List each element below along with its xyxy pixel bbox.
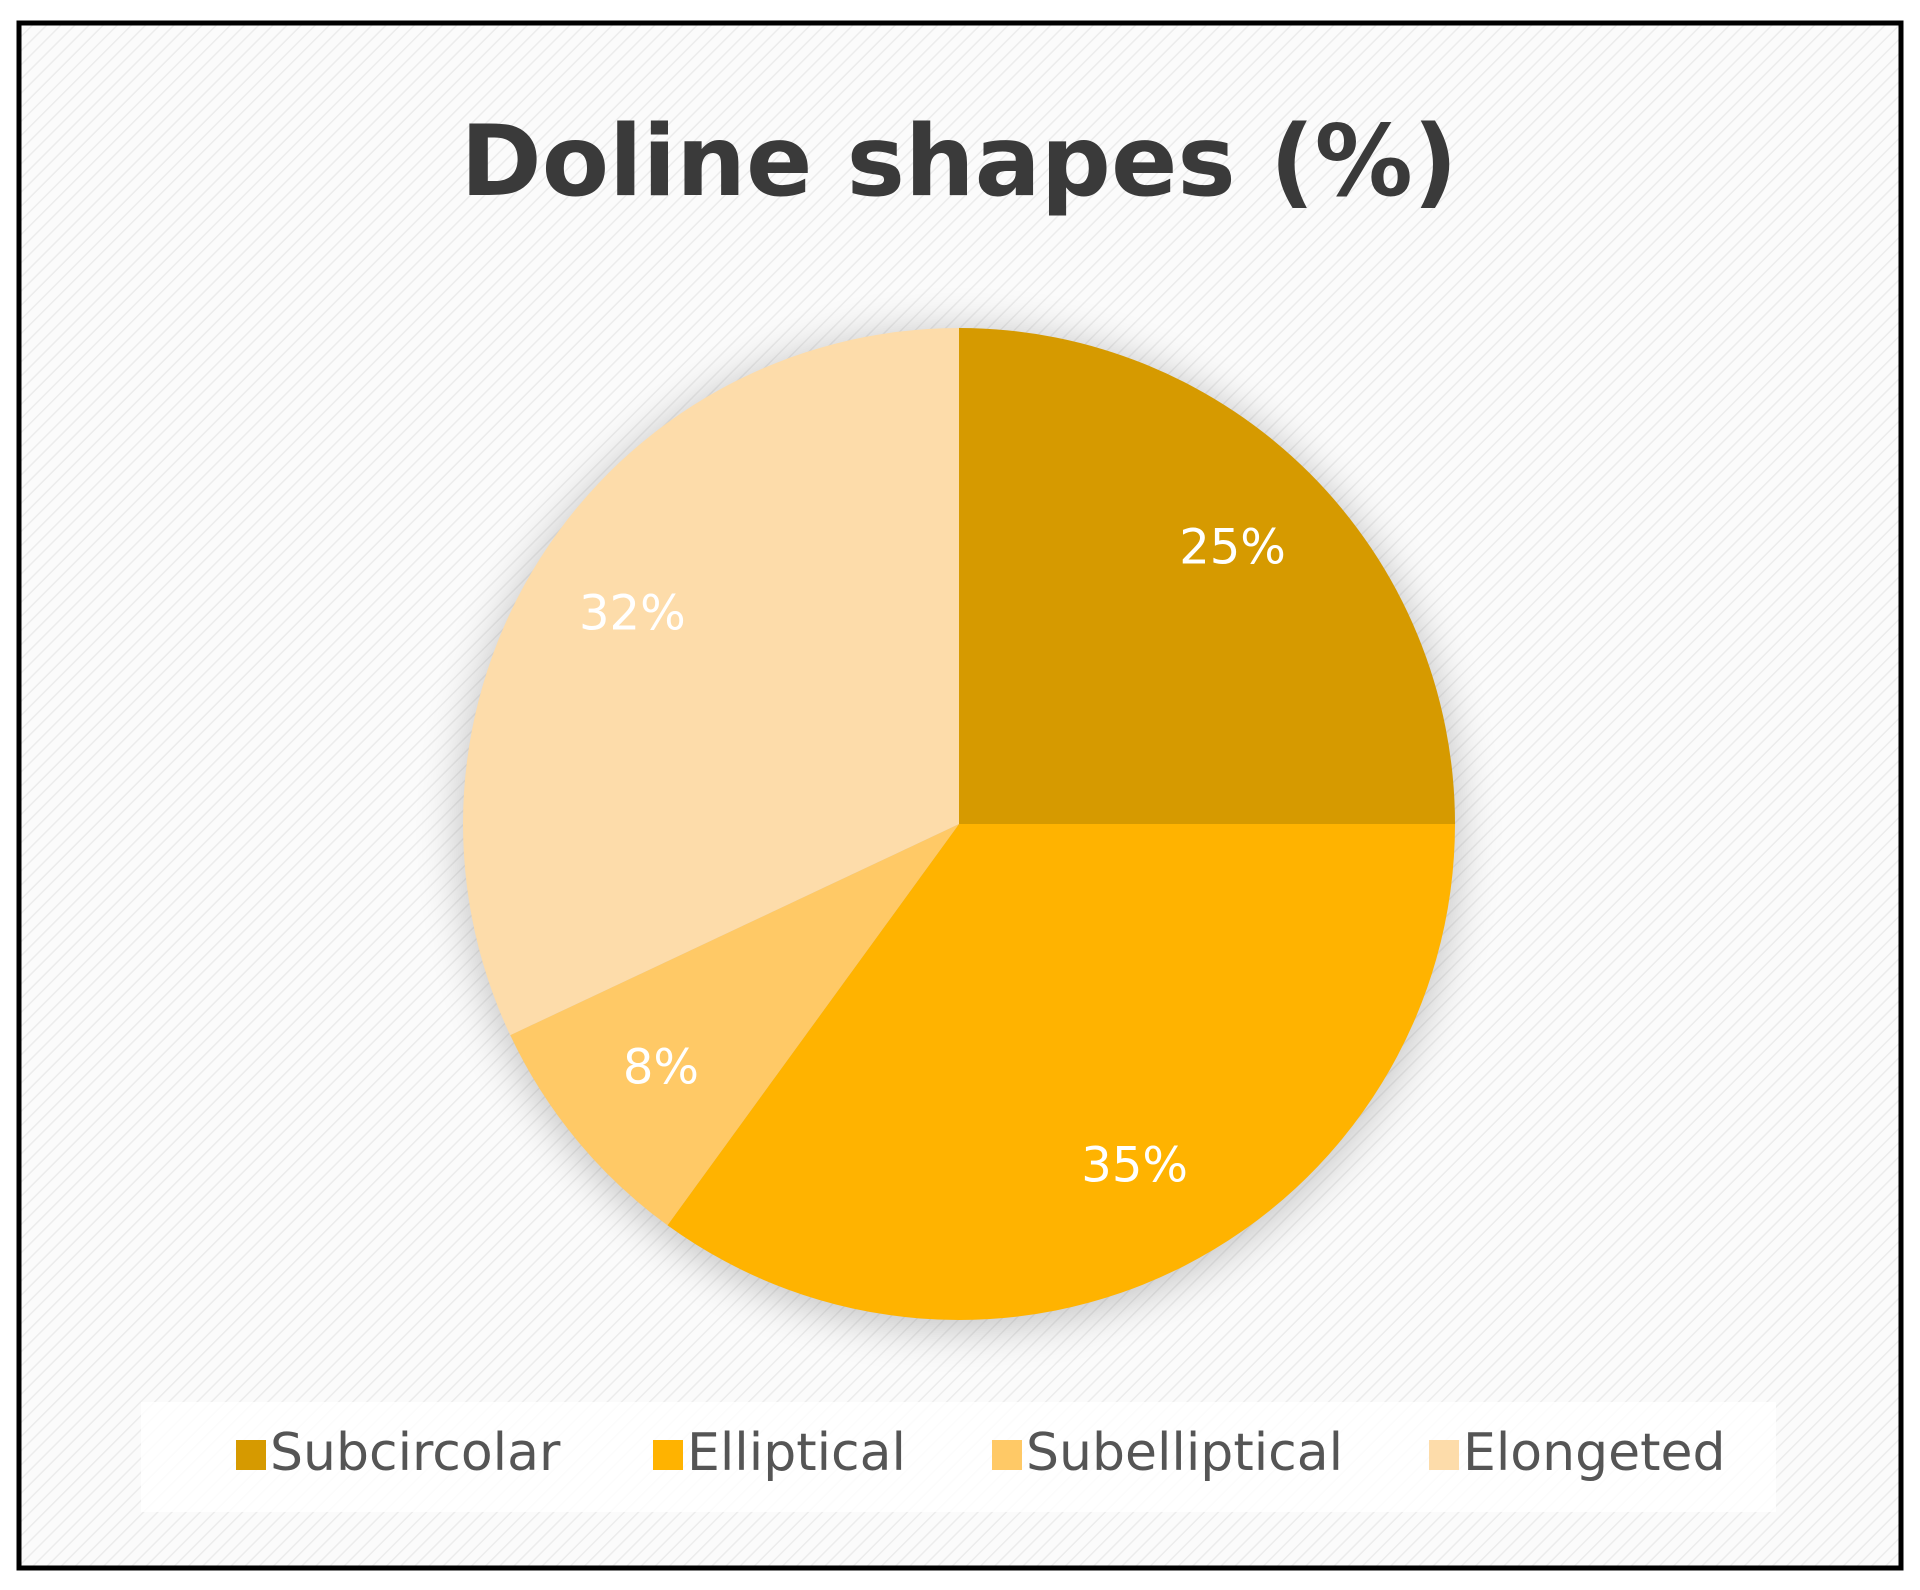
legend-marker	[236, 1440, 266, 1470]
pie-slice	[462, 328, 959, 1036]
legend-label: Subcircolar	[270, 1423, 561, 1483]
legend-label: Elongeted	[1463, 1423, 1725, 1483]
legend-label: Subelliptical	[1026, 1423, 1343, 1483]
legend: Subcircolar Elliptical Subelliptical Elonge…	[236, 1423, 1725, 1483]
pie-slice	[667, 824, 1455, 1320]
data-label: 32%	[579, 586, 686, 642]
data-label: 8%	[623, 1040, 699, 1096]
pie-slice	[510, 824, 959, 1226]
pie: 25% 35% 8% 32%	[462, 328, 1455, 1320]
legend-marker	[653, 1440, 683, 1470]
legend-box	[141, 1402, 1776, 1512]
chart-title: Doline shapes (%)	[460, 105, 1457, 219]
legend-marker	[1429, 1440, 1459, 1470]
legend-marker	[992, 1440, 1022, 1470]
legend-label: Elliptical	[687, 1423, 906, 1483]
pie-slice	[959, 328, 1455, 824]
data-label: 25%	[1179, 519, 1286, 575]
data-label: 35%	[1081, 1138, 1188, 1194]
